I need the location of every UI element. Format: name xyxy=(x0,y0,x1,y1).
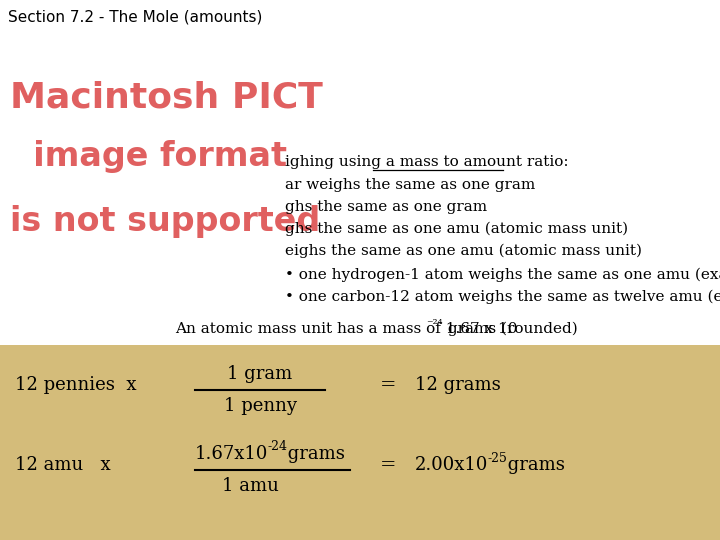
Text: 2.00x10: 2.00x10 xyxy=(415,456,488,474)
Text: • one carbon-12 atom weighs the same as twelve amu (exactly): • one carbon-12 atom weighs the same as … xyxy=(285,290,720,305)
Text: ghs the same as one amu (atomic mass unit): ghs the same as one amu (atomic mass uni… xyxy=(285,222,628,237)
Text: • one hydrogen-1 atom weighs the same as one amu (exactly): • one hydrogen-1 atom weighs the same as… xyxy=(285,268,720,282)
Text: grams: grams xyxy=(282,445,345,463)
Text: 1 gram: 1 gram xyxy=(228,365,292,383)
Text: ghs the same as one gram: ghs the same as one gram xyxy=(285,200,487,214)
Text: 1.67x10: 1.67x10 xyxy=(195,445,269,463)
Text: Macintosh PICT: Macintosh PICT xyxy=(10,80,323,114)
Text: grams: grams xyxy=(502,456,565,474)
Bar xyxy=(0,345,720,540)
Text: Section 7.2 - The Mole (amounts): Section 7.2 - The Mole (amounts) xyxy=(8,10,262,25)
Text: is not supported: is not supported xyxy=(10,205,320,238)
Text: =: = xyxy=(380,456,397,474)
Text: ⁻²⁴: ⁻²⁴ xyxy=(426,318,444,331)
Text: =: = xyxy=(380,376,397,394)
Text: 12 amu   x: 12 amu x xyxy=(15,456,111,474)
Text: 12 pennies  x: 12 pennies x xyxy=(15,376,137,394)
Text: 12 grams: 12 grams xyxy=(415,376,500,394)
Text: An atomic mass unit has a mass of 1.67 x 10: An atomic mass unit has a mass of 1.67 x… xyxy=(175,322,518,336)
Text: -24: -24 xyxy=(267,441,287,454)
Text: eighs the same as one amu (atomic mass unit): eighs the same as one amu (atomic mass u… xyxy=(285,244,642,259)
Text: ar weighs the same as one gram: ar weighs the same as one gram xyxy=(285,178,535,192)
Text: ighing using a mass to amount ratio:: ighing using a mass to amount ratio: xyxy=(285,155,569,169)
Text: 1 penny: 1 penny xyxy=(223,397,297,415)
Text: image format: image format xyxy=(10,140,287,173)
Text: -25: -25 xyxy=(487,451,507,464)
Text: 1 amu: 1 amu xyxy=(222,477,279,495)
Text: grams (rounded): grams (rounded) xyxy=(443,322,577,336)
